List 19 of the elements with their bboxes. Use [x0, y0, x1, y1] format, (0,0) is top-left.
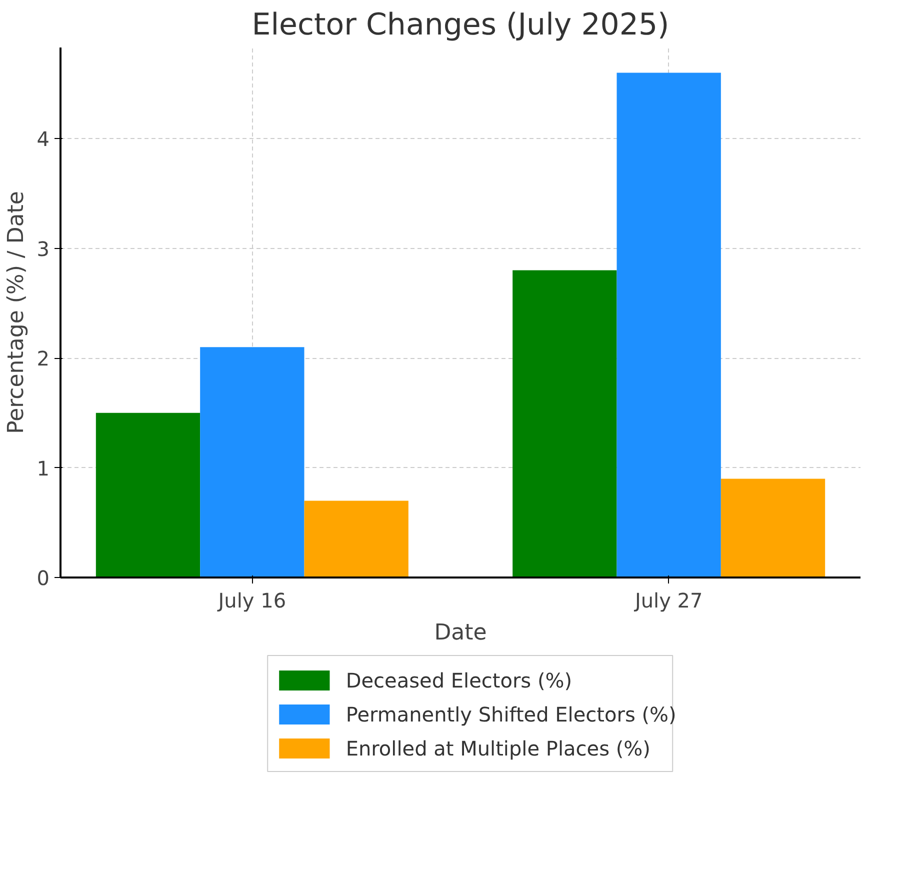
y-tick-label: 4 — [36, 127, 50, 152]
x-axis-title: Date — [434, 620, 487, 646]
x-tick-label: July 27 — [632, 588, 703, 612]
y-axis-title: Percentage (%) / Date — [4, 191, 29, 434]
chart-title: Elector Changes (July 2025) — [252, 8, 670, 42]
y-tick-label: 1 — [36, 456, 50, 480]
legend-label: Deceased Electors (%) — [346, 668, 572, 692]
legend-label: Enrolled at Multiple Places (%) — [346, 736, 650, 760]
y-tick-label: 0 — [36, 566, 50, 590]
x-tick-label: July 16 — [216, 588, 286, 612]
bar — [512, 270, 617, 578]
bar — [720, 478, 826, 578]
legend-label: Permanently Shifted Electors (%) — [346, 702, 676, 726]
bar — [304, 500, 408, 578]
bar — [616, 72, 721, 578]
bar — [96, 412, 200, 578]
bar — [200, 347, 304, 578]
y-tick-label: 2 — [36, 346, 50, 371]
y-tick-label: 3 — [36, 236, 50, 261]
